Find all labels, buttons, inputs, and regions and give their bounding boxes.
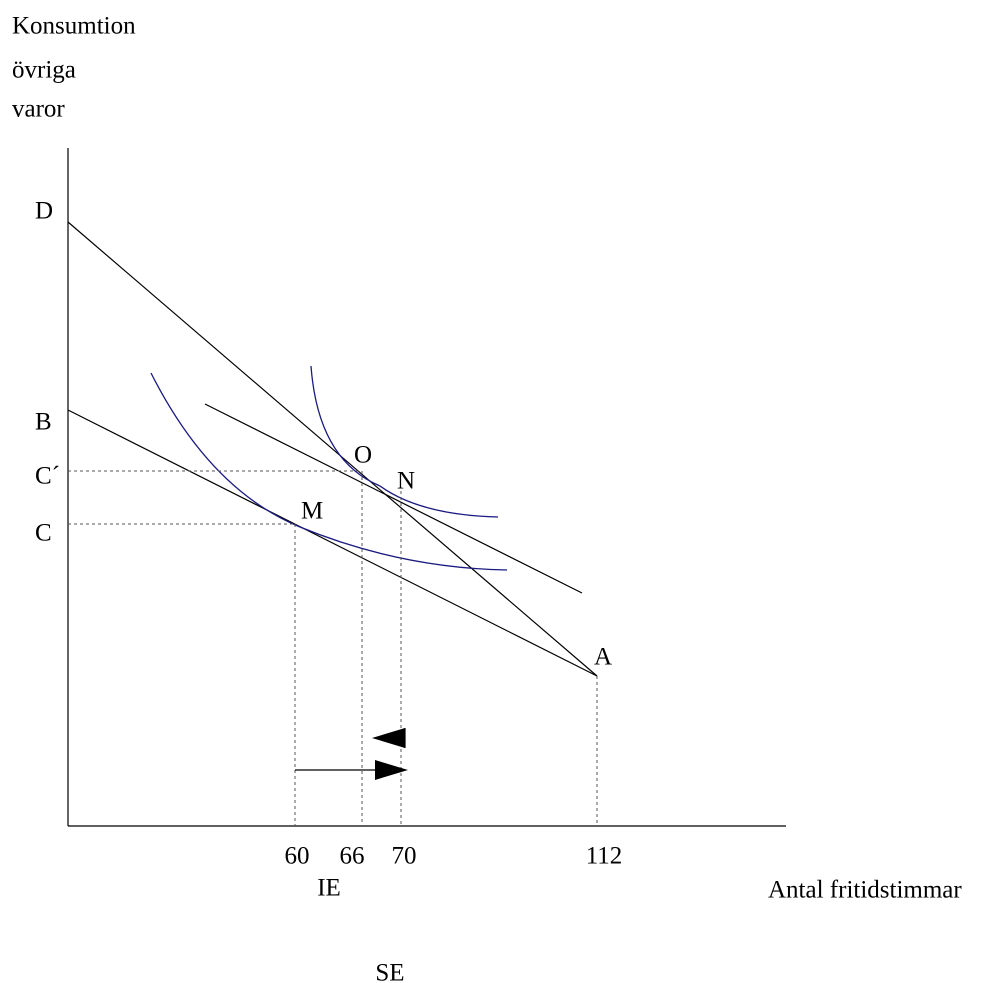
se-arrow-head	[372, 728, 405, 748]
point-label: B	[35, 409, 52, 436]
point-label: M	[301, 498, 323, 525]
point-label: O	[354, 442, 372, 469]
y-axis-label: övriga	[12, 57, 76, 84]
point-label: A	[594, 644, 612, 671]
budget-line-da	[67, 221, 598, 677]
budget-line-ba	[67, 409, 598, 677]
indifference-curve-low	[150, 372, 508, 571]
indifference-curve-high	[310, 365, 499, 518]
ie-arrow-head	[375, 760, 408, 780]
y-axis-label: varor	[12, 96, 65, 123]
arrow-label: SE	[375, 960, 404, 983]
point-label: D	[35, 198, 53, 225]
x-axis-label: Antal fritidstimmar	[768, 877, 962, 904]
x-tick-label: 70	[392, 843, 417, 870]
y-axis-label: Konsumtion	[12, 13, 136, 40]
point-label: C´	[35, 463, 60, 490]
x-tick-label: 60	[285, 843, 310, 870]
point-label: N	[397, 468, 415, 495]
x-tick-label: 66	[340, 843, 365, 870]
point-label: C	[35, 520, 52, 547]
x-tick-label: 112	[586, 843, 623, 870]
arrow-label: IE	[317, 875, 341, 902]
compensated-budget-line	[204, 403, 583, 594]
